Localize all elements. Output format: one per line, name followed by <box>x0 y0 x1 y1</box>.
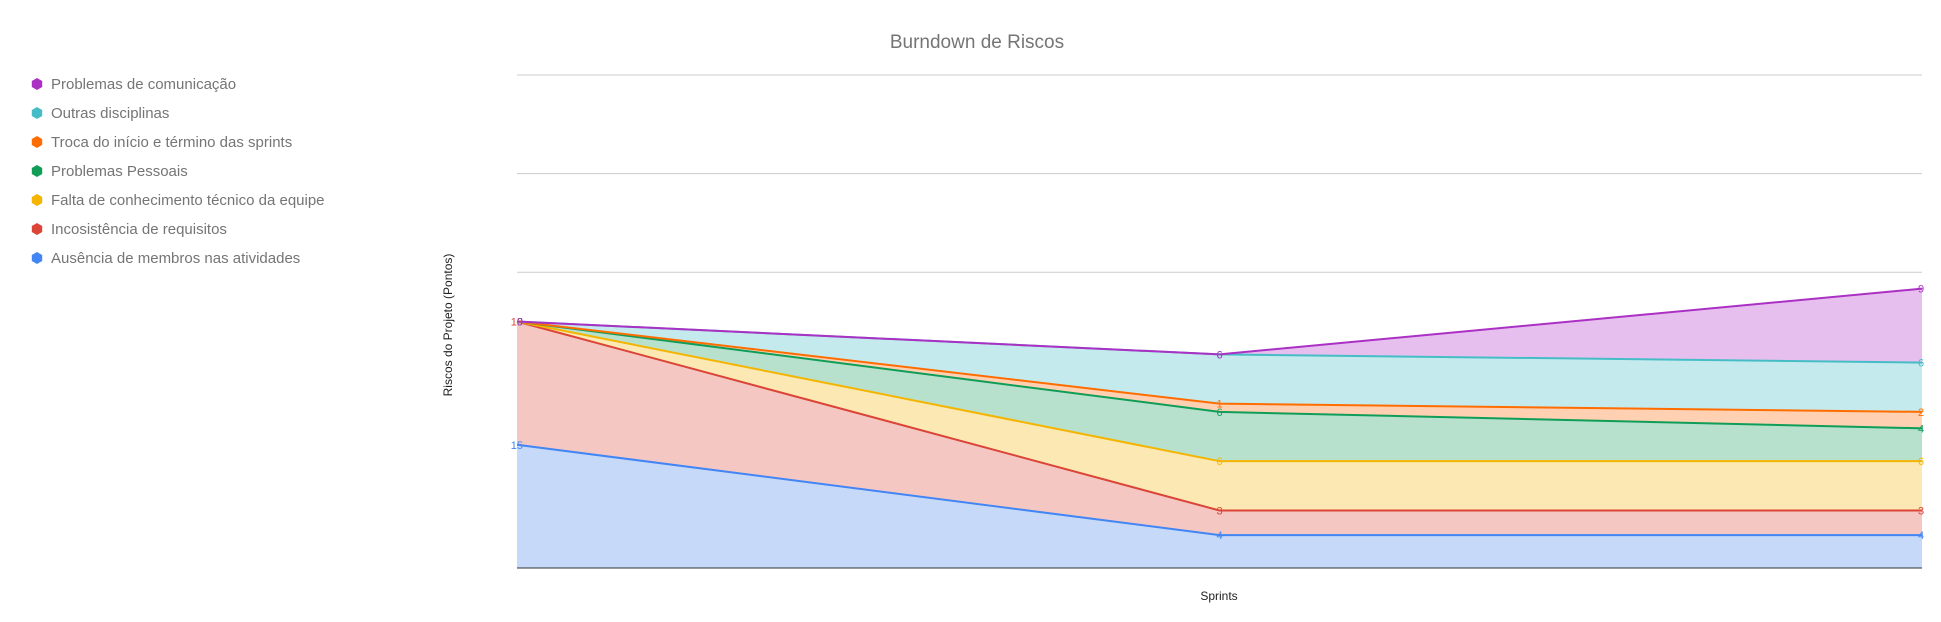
legend-marker <box>31 78 43 90</box>
legend-marker <box>31 252 43 264</box>
series-line-2 <box>516 320 1922 463</box>
legend-marker <box>31 136 43 148</box>
series-line-4 <box>516 320 1923 413</box>
area-fills <box>517 288 1922 568</box>
legend-item: Problemas de comunicação <box>31 76 236 93</box>
data-label: 4 <box>1918 423 1924 435</box>
area-1 <box>517 321 1922 536</box>
legend-label: Ausência de membros nas atividades <box>51 250 300 267</box>
data-label: 0 <box>517 317 523 329</box>
data-label: 15 <box>511 440 523 452</box>
legend-label: Incosistência de requisitos <box>51 221 227 238</box>
data-label: 6 <box>1216 456 1222 468</box>
legend-label: Outras disciplinas <box>51 105 169 122</box>
series-lines <box>516 287 1923 537</box>
legend: Problemas de comunicação Outras disciplin… <box>31 76 325 267</box>
legend-item: Ausência de membros nas atividades <box>31 250 300 267</box>
data-label: 9 <box>1918 284 1924 296</box>
data-label: 0 <box>517 317 523 329</box>
series-line-0 <box>516 443 1922 537</box>
y-axis-title: Riscos do Projeto (Pontos) <box>441 254 455 397</box>
legend-marker <box>31 107 43 119</box>
series-line-1 <box>516 320 1922 512</box>
legend-item: Incosistência de requisitos <box>31 221 227 238</box>
data-label: 2 <box>1918 407 1924 419</box>
data-label: 6 <box>1918 456 1924 468</box>
legend-label: Problemas de comunicação <box>51 76 236 93</box>
area-2 <box>517 321 1922 511</box>
data-label: 6 <box>1216 349 1222 361</box>
data-label: 4 <box>1216 530 1222 542</box>
area-0 <box>517 444 1922 568</box>
legend-label: Problemas Pessoais <box>51 163 188 180</box>
data-label: 6 <box>1216 349 1222 361</box>
legend-label: Troca do início e término das sprints <box>51 134 292 151</box>
area-4 <box>517 321 1922 429</box>
legend-label: Falta de conhecimento técnico da equipe <box>51 192 325 209</box>
data-label: 6 <box>1216 407 1222 419</box>
data-label: 3 <box>1216 505 1222 517</box>
area-3 <box>517 321 1922 462</box>
legend-item: Troca do início e término das sprints <box>31 134 292 151</box>
chart-title: Burndown de Riscos <box>890 32 1064 53</box>
data-label: 1 <box>1216 399 1222 411</box>
data-label: 4 <box>1918 530 1924 542</box>
area-6 <box>517 288 1922 363</box>
area-5 <box>517 321 1922 412</box>
x-axis-title: Sprints <box>1200 589 1237 603</box>
legend-item: Falta de conhecimento técnico da equipe <box>31 192 325 209</box>
series-line-3 <box>516 320 1923 430</box>
legend-item: Problemas Pessoais <box>31 163 188 180</box>
data-label: 6 <box>1918 358 1924 370</box>
data-label: 0 <box>517 317 523 329</box>
legend-marker <box>31 165 43 177</box>
data-label: 15 <box>511 317 523 329</box>
series-line-6 <box>516 287 1923 356</box>
data-label: 0 <box>517 317 523 329</box>
data-label: 0 <box>517 317 523 329</box>
data-label: 3 <box>1918 505 1924 517</box>
legend-marker <box>31 194 43 206</box>
legend-marker <box>31 223 43 235</box>
legend-item: Outras disciplinas <box>31 105 169 122</box>
